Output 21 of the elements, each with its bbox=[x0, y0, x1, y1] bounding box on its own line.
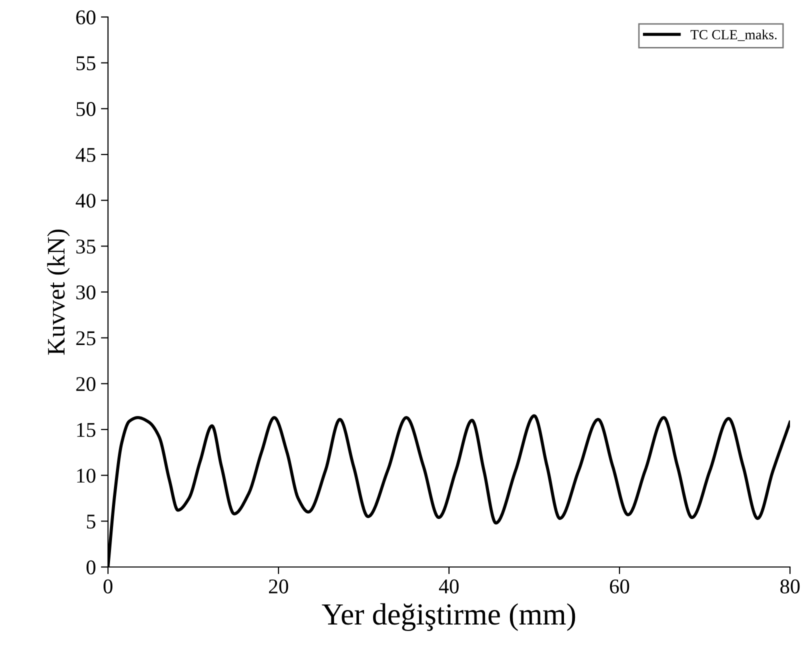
y-tick-label: 20 bbox=[76, 377, 96, 392]
y-axis-title: Kuvvet (kN) bbox=[47, 230, 70, 355]
x-tick-label: 20 bbox=[269, 579, 288, 594]
x-tick-label: 40 bbox=[438, 579, 459, 594]
x-tick-label: 60 bbox=[610, 579, 630, 594]
x-tick-label: 0 bbox=[104, 579, 112, 594]
y-tick-label: 50 bbox=[76, 102, 96, 116]
y-tick-label: 10 bbox=[77, 468, 96, 483]
y-tick-label: 40 bbox=[76, 194, 96, 208]
y-tick-label: 60 bbox=[76, 10, 96, 24]
y-tick-label: 30 bbox=[76, 285, 96, 300]
legend-label: TC CLE_maks. bbox=[690, 30, 777, 42]
y-tick-label: 55 bbox=[76, 56, 96, 70]
y-tick-label: 25 bbox=[76, 331, 96, 346]
y-tick-label: 15 bbox=[77, 422, 96, 437]
y-tick-label: 45 bbox=[76, 148, 96, 162]
x-tick-label: 80 bbox=[780, 579, 800, 594]
y-tick-label: 5 bbox=[86, 514, 96, 529]
y-tick-label: 35 bbox=[76, 240, 96, 254]
y-tick-label: 0 bbox=[86, 560, 96, 574]
x-axis-title: Yer değiştirme (mm) bbox=[322, 603, 576, 632]
